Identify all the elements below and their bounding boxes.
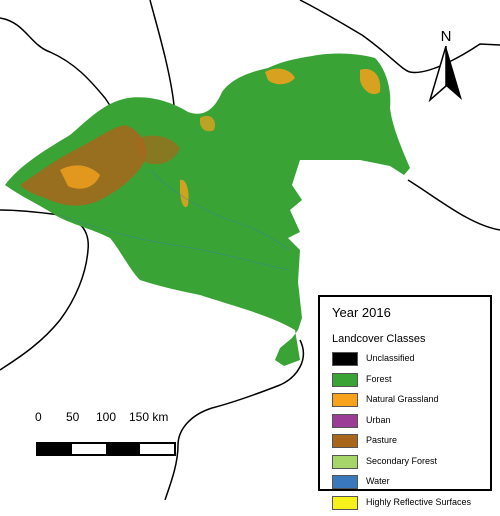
swatch-unclassified bbox=[332, 352, 358, 366]
grassland-patch-interior bbox=[180, 179, 189, 208]
legend-subtitle: Landcover Classes bbox=[332, 333, 426, 345]
scale-bar-graphic bbox=[36, 442, 176, 456]
river-main bbox=[59, 214, 291, 271]
scale-bar: 0 50 100 150 km bbox=[35, 410, 205, 470]
river-secondary bbox=[149, 169, 291, 251]
swatch-urban bbox=[332, 413, 358, 428]
rivers bbox=[59, 169, 291, 271]
scale-segment bbox=[140, 444, 174, 454]
legend-label: Forest bbox=[366, 373, 392, 384]
legend-label: Pasture bbox=[366, 435, 398, 445]
swatch-secondary-forest bbox=[332, 454, 358, 469]
legend-label: Natural Grassland bbox=[366, 394, 439, 404]
border-line-northeast bbox=[299, 0, 500, 74]
border-line-southeast bbox=[164, 339, 305, 500]
legend-label: Highly Reflective Surfaces bbox=[366, 496, 472, 507]
swatch-forest bbox=[332, 372, 358, 387]
grassland-patch-northcenter bbox=[200, 115, 216, 132]
north-arrow: N bbox=[428, 28, 464, 102]
pasture-patch-center bbox=[135, 135, 180, 165]
swatch-water bbox=[332, 475, 358, 489]
legend-label: Urban bbox=[366, 414, 391, 425]
scale-segment bbox=[106, 444, 140, 454]
legend-label: Secondary Forest bbox=[366, 455, 438, 466]
north-letter: N bbox=[440, 28, 452, 45]
border-line-west bbox=[0, 209, 89, 371]
grassland-patch-west bbox=[60, 165, 100, 189]
landcover-map bbox=[0, 0, 500, 500]
swatch-natural-grassland bbox=[332, 393, 358, 407]
legend-label: Unclassified bbox=[366, 353, 415, 363]
pasture-patch-west bbox=[20, 125, 147, 206]
scale-label-50: 50 bbox=[66, 410, 80, 424]
scale-segment bbox=[72, 444, 106, 454]
scale-label-100: 100 bbox=[96, 410, 117, 424]
swatch-highly-reflective bbox=[332, 495, 358, 510]
north-arrow-icon bbox=[428, 46, 462, 102]
border-line-east bbox=[407, 179, 500, 231]
scale-label-0: 0 bbox=[35, 410, 42, 424]
study-area bbox=[5, 53, 410, 367]
scale-segment bbox=[38, 444, 72, 454]
grassland-patch-north bbox=[265, 68, 295, 85]
legend-title: Year 2016 bbox=[332, 305, 391, 320]
swatch-pasture bbox=[332, 434, 358, 448]
forest-area bbox=[5, 53, 410, 367]
scale-label-150: 150 km bbox=[129, 410, 169, 424]
grassland-patch-northeast bbox=[360, 69, 381, 95]
legend-label: Water bbox=[366, 476, 390, 486]
country-borders bbox=[0, 0, 500, 500]
map-legend: Year 2016 Landcover Classes Unclassified… bbox=[318, 295, 492, 510]
